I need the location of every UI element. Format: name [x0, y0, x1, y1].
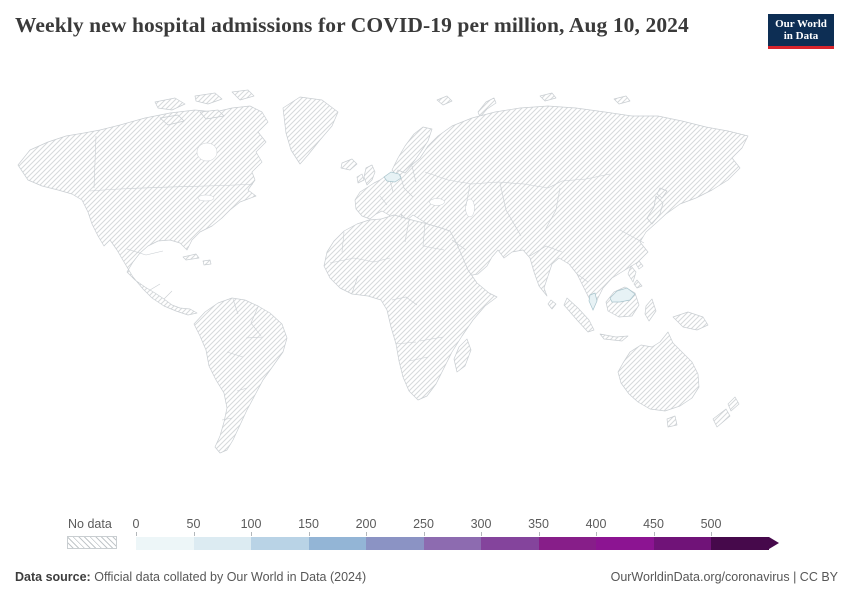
legend-tick-mark: [251, 532, 252, 536]
legend-color-bar: [136, 537, 770, 550]
legend-tick-label: 450: [643, 517, 664, 531]
data-source-text: Official data collated by Our World in D…: [94, 570, 367, 584]
country-borders: [89, 135, 645, 421]
map-region-java[interactable]: [599, 333, 629, 342]
map-region-madagascar[interactable]: [453, 338, 472, 373]
legend-tick-mark: [423, 532, 425, 536]
legend-tick-label: 400: [585, 517, 607, 531]
legend-tick-mark: [653, 532, 655, 536]
map-region-north-america[interactable]: [17, 105, 269, 316]
black-sea: [429, 198, 445, 206]
data-source-note: Data source: Official data collated by O…: [15, 570, 366, 584]
legend-bin[interactable]: [653, 537, 712, 550]
legend-tick-label: 100: [240, 517, 262, 531]
map-region-new-guinea[interactable]: [672, 311, 709, 331]
map-region-great-britain[interactable]: [363, 164, 376, 186]
legend-bin[interactable]: [251, 537, 309, 550]
map-region-arctic-islands[interactable]: [154, 89, 631, 126]
great-lakes: [197, 194, 215, 202]
legend-tick-label: 0: [132, 517, 140, 531]
legend-bin[interactable]: [193, 537, 252, 550]
legend-bin[interactable]: [538, 537, 597, 550]
chart-title: Weekly new hospital admissions for COVID…: [15, 13, 689, 37]
legend-bin[interactable]: [423, 537, 482, 550]
legend-tick-label: 250: [413, 517, 434, 531]
map-region-tasmania[interactable]: [666, 415, 678, 428]
country-malaysia-borneo[interactable]: [609, 287, 636, 303]
legend-bin[interactable]: [136, 537, 194, 550]
map-region-iceland[interactable]: [340, 158, 358, 171]
legend-tick-mark: [538, 532, 540, 536]
legend-tick-label: 150: [298, 517, 319, 531]
no-data-swatch[interactable]: [67, 536, 117, 549]
legend-tick-labels: 0 50 100 150 200 250 300 350 400 450 500: [132, 517, 769, 536]
data-source-label: Data source:: [15, 570, 91, 584]
owid-logo[interactable]: Our World in Data: [768, 14, 834, 49]
map-region-ireland[interactable]: [356, 173, 365, 184]
map-region-sri-lanka[interactable]: [547, 299, 557, 310]
legend-tick-mark: [596, 532, 597, 536]
legend-tick-label: 200: [355, 517, 377, 531]
map-region-africa[interactable]: [323, 214, 498, 401]
hudson-bay: [196, 142, 218, 162]
caspian-sea: [465, 198, 475, 218]
map-region-new-zealand[interactable]: [712, 396, 740, 428]
country-malaysia-peninsula[interactable]: [588, 292, 598, 311]
legend-bin[interactable]: [481, 537, 539, 550]
no-data-label: No data: [68, 517, 112, 531]
owid-logo-line1: Our World: [775, 18, 827, 30]
owid-link[interactable]: OurWorldinData.org/coronavirus | CC BY: [610, 570, 838, 584]
owid-logo-line2: in Data: [783, 30, 819, 42]
legend-bin[interactable]: [596, 537, 654, 550]
map-region-greenland[interactable]: [282, 96, 339, 165]
map-region-south-america[interactable]: [193, 297, 288, 454]
map-region-caribbean[interactable]: [182, 253, 212, 266]
legend-tick-label: 300: [470, 517, 492, 531]
legend-tick-mark: [136, 532, 137, 536]
legend-arrow: [769, 537, 779, 549]
map-legend: 0 50 100 150 200 250 300 350 400 450 500: [132, 517, 796, 551]
legend-tick-mark: [366, 532, 367, 536]
legend-tick-label: 350: [528, 517, 549, 531]
legend-tick-label: 500: [700, 517, 722, 531]
map-region-australia[interactable]: [617, 331, 700, 412]
legend-bin[interactable]: [366, 537, 424, 550]
map-region-philippines[interactable]: [627, 260, 644, 289]
legend-tick-mark: [308, 532, 310, 536]
country-czechia[interactable]: [383, 171, 402, 183]
map-region-japan[interactable]: [646, 187, 668, 225]
legend-tick-label: 50: [186, 517, 201, 531]
legend-tick-mark: [193, 532, 195, 536]
legend-bin[interactable]: [711, 537, 770, 550]
map-region-sumatra[interactable]: [563, 297, 595, 333]
map-region-sulawesi[interactable]: [644, 298, 657, 322]
legend-bin[interactable]: [308, 537, 367, 550]
legend-tick-mark: [481, 532, 482, 536]
legend-tick-mark: [711, 532, 712, 536]
